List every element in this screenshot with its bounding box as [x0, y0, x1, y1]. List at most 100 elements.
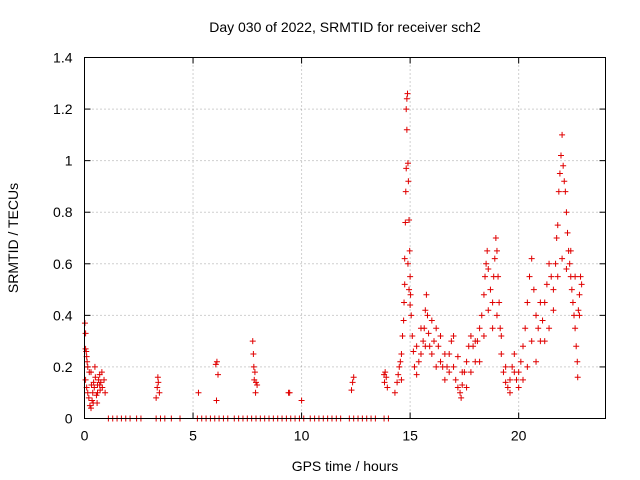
- data-point: [403, 106, 410, 113]
- data-point: [407, 291, 414, 298]
- data-point: [254, 381, 261, 388]
- chart-title: Day 030 of 2022, SRMTID for receiver sch…: [209, 19, 481, 35]
- data-point: [567, 247, 574, 254]
- data-point: [574, 358, 581, 365]
- data-point: [476, 358, 483, 365]
- data-point: [441, 376, 448, 383]
- data-point: [94, 389, 101, 396]
- y-tick-label: 0: [65, 411, 73, 427]
- data-point: [467, 332, 474, 339]
- data-point: [96, 381, 103, 388]
- data-point: [572, 325, 579, 332]
- data-point: [399, 332, 406, 339]
- data-point: [552, 260, 559, 267]
- data-point: [409, 332, 416, 339]
- y-tick-label: 1.2: [53, 101, 73, 117]
- data-point: [82, 345, 89, 352]
- data-point: [524, 363, 531, 370]
- data-point: [450, 332, 457, 339]
- data-point: [396, 363, 403, 370]
- data-point: [99, 384, 106, 391]
- data-point: [528, 338, 535, 345]
- data-point: [463, 384, 470, 391]
- data-point: [407, 302, 414, 309]
- data-point: [212, 361, 219, 368]
- data-point: [422, 307, 429, 314]
- data-point: [566, 260, 573, 267]
- data-point: [480, 291, 487, 298]
- y-tick-label: 1.4: [53, 50, 73, 66]
- data-point: [487, 286, 494, 293]
- data-point: [444, 363, 451, 370]
- data-point: [97, 379, 104, 386]
- data-point: [395, 371, 402, 378]
- data-point: [535, 325, 542, 332]
- data-point: [286, 389, 293, 396]
- data-point: [298, 397, 305, 404]
- data-point: [463, 358, 470, 365]
- data-point: [94, 400, 101, 407]
- data-point: [154, 384, 161, 391]
- data-point: [575, 307, 582, 314]
- data-point: [574, 374, 581, 381]
- data-point: [546, 325, 553, 332]
- data-point: [496, 299, 503, 306]
- data-point: [84, 358, 91, 365]
- data-point: [528, 255, 535, 262]
- data-point: [472, 338, 479, 345]
- data-point: [548, 273, 555, 280]
- data-point: [417, 351, 424, 358]
- data-points: [81, 90, 585, 422]
- data-point: [250, 363, 257, 370]
- data-point: [405, 178, 412, 185]
- data-point: [553, 235, 560, 241]
- data-point: [554, 222, 561, 229]
- data-point: [407, 273, 414, 280]
- data-point: [513, 376, 520, 383]
- data-point: [530, 286, 537, 293]
- data-point: [413, 371, 420, 378]
- data-point: [515, 369, 522, 376]
- data-point: [213, 397, 220, 404]
- grid-lines: [84, 57, 606, 419]
- data-point: [576, 291, 583, 298]
- data-point: [467, 369, 474, 376]
- data-point: [450, 363, 457, 370]
- data-point: [484, 247, 491, 254]
- data-point: [93, 392, 100, 399]
- data-point: [533, 312, 540, 319]
- data-point: [550, 286, 557, 293]
- data-point: [493, 312, 500, 319]
- y-tick-label: 0.6: [53, 256, 73, 272]
- data-point: [435, 343, 442, 350]
- y-tick-label: 0.2: [53, 359, 73, 375]
- data-point: [555, 188, 562, 195]
- data-point: [537, 299, 544, 306]
- data-point: [564, 229, 571, 236]
- data-point: [520, 343, 527, 350]
- data-point: [502, 363, 509, 370]
- data-point: [404, 160, 411, 167]
- data-point: [559, 255, 566, 262]
- data-point: [557, 152, 564, 159]
- data-point: [568, 286, 575, 293]
- data-point: [348, 387, 355, 394]
- data-point: [420, 338, 427, 345]
- data-point: [213, 358, 220, 365]
- data-point: [404, 260, 411, 267]
- plot-frame: [84, 57, 606, 419]
- x-tick-label: 10: [294, 428, 310, 444]
- data-point: [457, 389, 464, 396]
- data-point: [500, 369, 507, 376]
- data-point: [550, 307, 557, 314]
- data-point: [563, 209, 570, 216]
- data-point: [433, 363, 440, 370]
- data-point: [498, 332, 505, 339]
- data-point: [404, 90, 411, 97]
- data-point: [86, 402, 93, 409]
- data-point: [478, 312, 485, 319]
- data-point: [546, 260, 553, 267]
- data-point: [410, 348, 417, 355]
- data-point: [394, 379, 401, 386]
